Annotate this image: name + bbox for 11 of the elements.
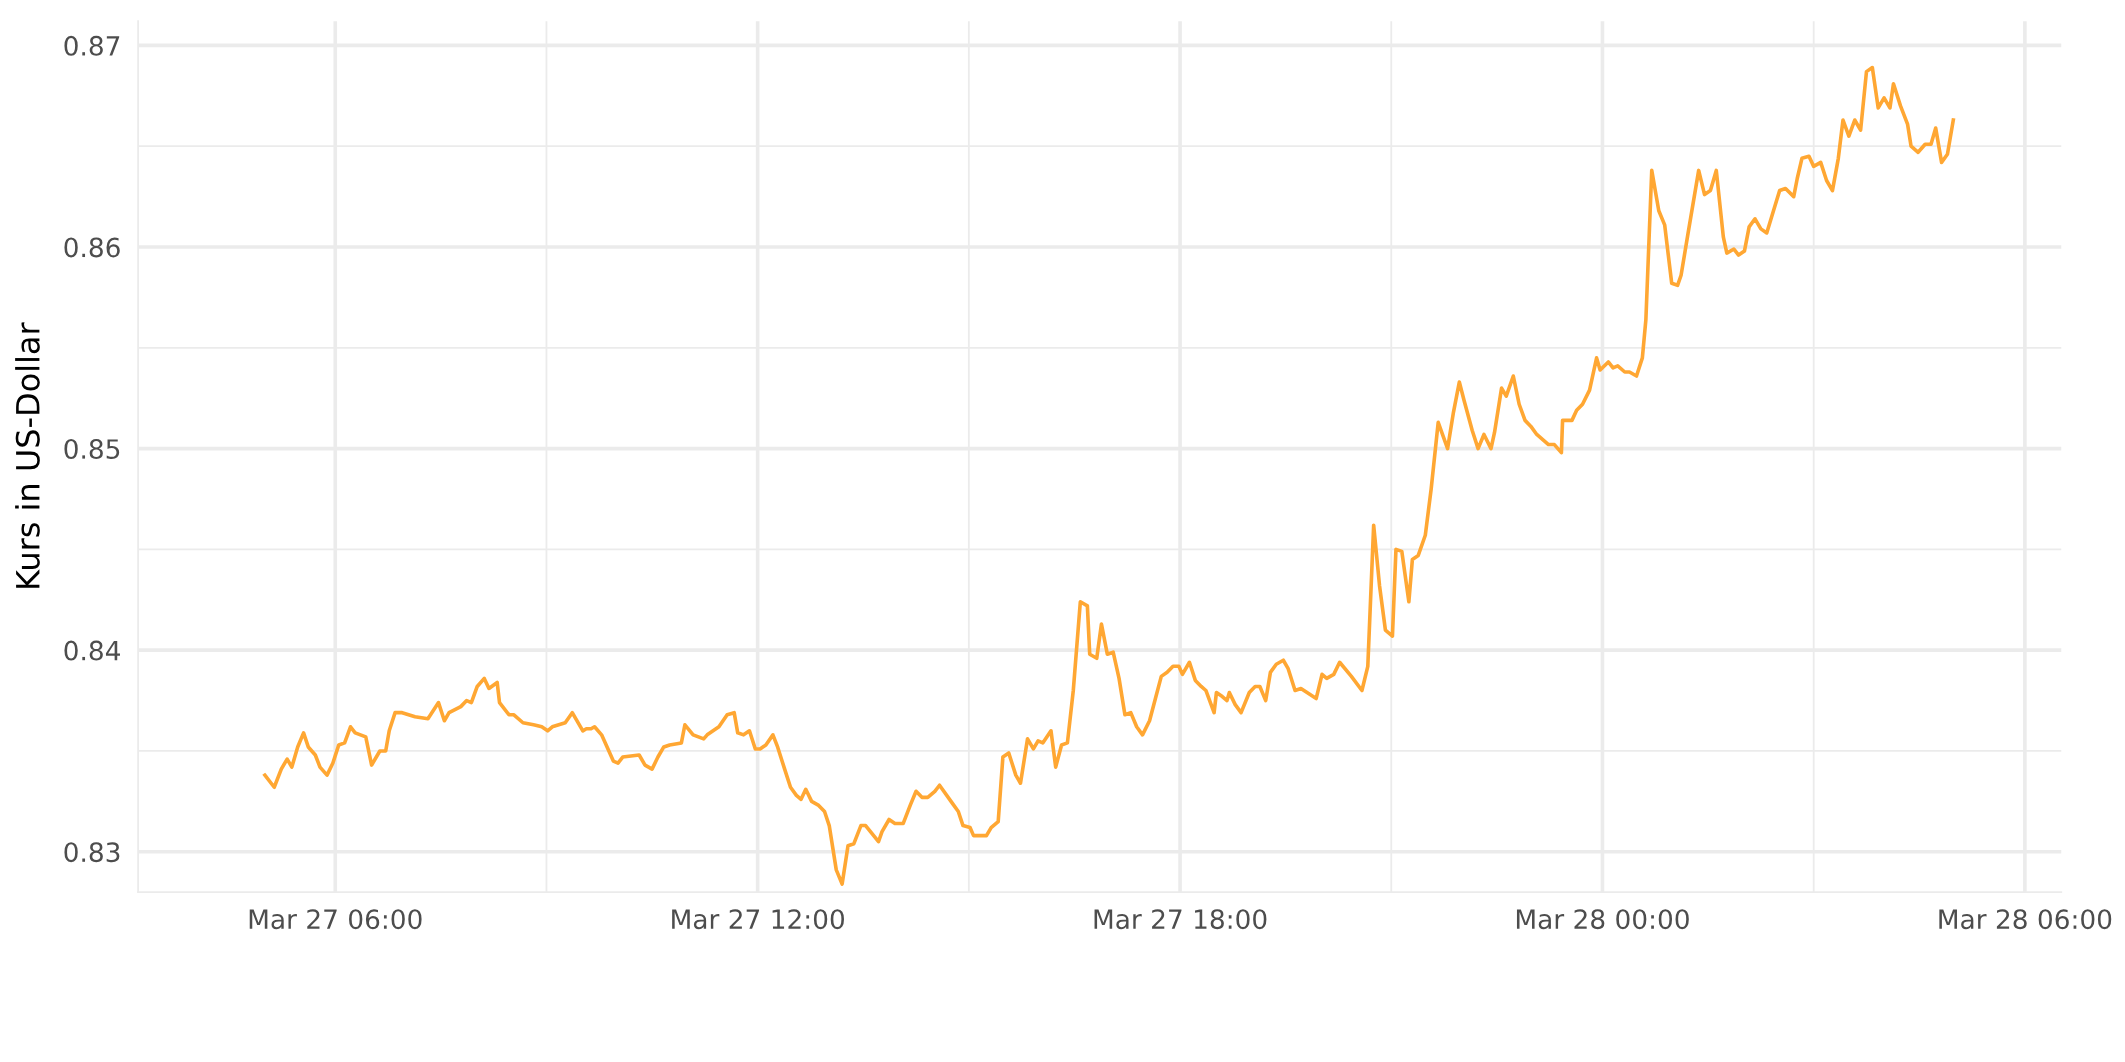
y-tick-label: 0.87 [64, 35, 120, 56]
x-tick-label: Mar 27 18:00 [1094, 909, 1267, 930]
y-axis-title: Kurs in US-Dollar [15, 322, 40, 588]
x-tick-label: Mar 28 06:00 [1939, 909, 2112, 930]
x-tick-label: Mar 27 12:00 [672, 909, 844, 930]
x-tick-label: Mar 27 06:00 [249, 909, 422, 930]
y-tick-label: 0.83 [64, 842, 120, 863]
y-tick-label: 0.86 [64, 237, 120, 258]
y-tick-label: 0.85 [64, 439, 120, 459]
x-tick-label: Mar 28 00:00 [1516, 909, 1689, 930]
y-tick-label: 0.84 [64, 640, 120, 661]
